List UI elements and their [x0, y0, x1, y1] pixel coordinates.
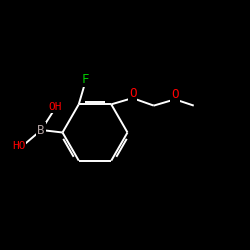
- Text: F: F: [82, 73, 89, 86]
- Text: O: O: [129, 87, 136, 100]
- Text: HO: HO: [12, 141, 26, 151]
- Text: OH: OH: [48, 102, 62, 112]
- Text: B: B: [38, 124, 45, 136]
- Text: O: O: [171, 88, 179, 101]
